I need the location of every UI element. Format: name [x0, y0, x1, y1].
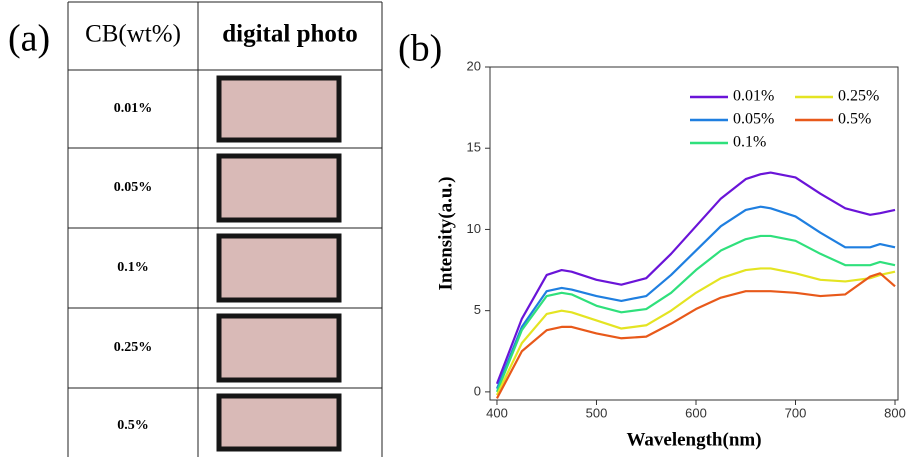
x-tick-label: 600 — [685, 405, 707, 420]
legend-label: 0.5% — [838, 111, 871, 128]
panel-label: (a) — [8, 18, 50, 60]
row-label: 0.5% — [117, 418, 149, 433]
y-tick-label: 15 — [467, 140, 481, 155]
table-header: CB(wt%) — [85, 21, 181, 48]
legend-label: 0.05% — [733, 111, 774, 128]
table-header: digital photo — [222, 21, 357, 48]
plot-frame — [489, 66, 899, 401]
sample-photo — [216, 393, 342, 452]
series-line — [495, 171, 896, 385]
row-label: 0.25% — [114, 340, 153, 355]
x-tick-label: 700 — [785, 405, 807, 420]
legend-label: 0.1% — [733, 134, 766, 151]
series-line — [495, 272, 896, 399]
row-label: 0.01% — [114, 101, 153, 116]
row-label: 0.05% — [114, 180, 153, 195]
x-tick-label: 500 — [586, 405, 608, 420]
series-line — [495, 205, 896, 390]
y-axis-label: Intensity(a.u.) — [435, 176, 456, 290]
legend-label: 0.25% — [838, 88, 879, 105]
series-line — [495, 234, 896, 393]
y-tick-label: 0 — [474, 383, 481, 398]
x-axis-label: Wavelength(nm) — [626, 429, 761, 450]
row-label: 0.1% — [117, 260, 149, 275]
y-tick-label: 5 — [474, 302, 481, 317]
sample-photo — [216, 313, 342, 383]
x-tick-label: 400 — [486, 405, 508, 420]
y-tick-label: 10 — [467, 221, 481, 236]
legend-label: 0.01% — [733, 88, 774, 105]
sample-photo — [216, 75, 342, 143]
panel-label: (b) — [398, 28, 442, 70]
y-tick-label: 20 — [467, 58, 481, 73]
x-tick-label: 800 — [884, 405, 906, 420]
series-line — [495, 267, 896, 396]
sample-photo — [216, 153, 342, 223]
sample-photo — [216, 233, 342, 303]
